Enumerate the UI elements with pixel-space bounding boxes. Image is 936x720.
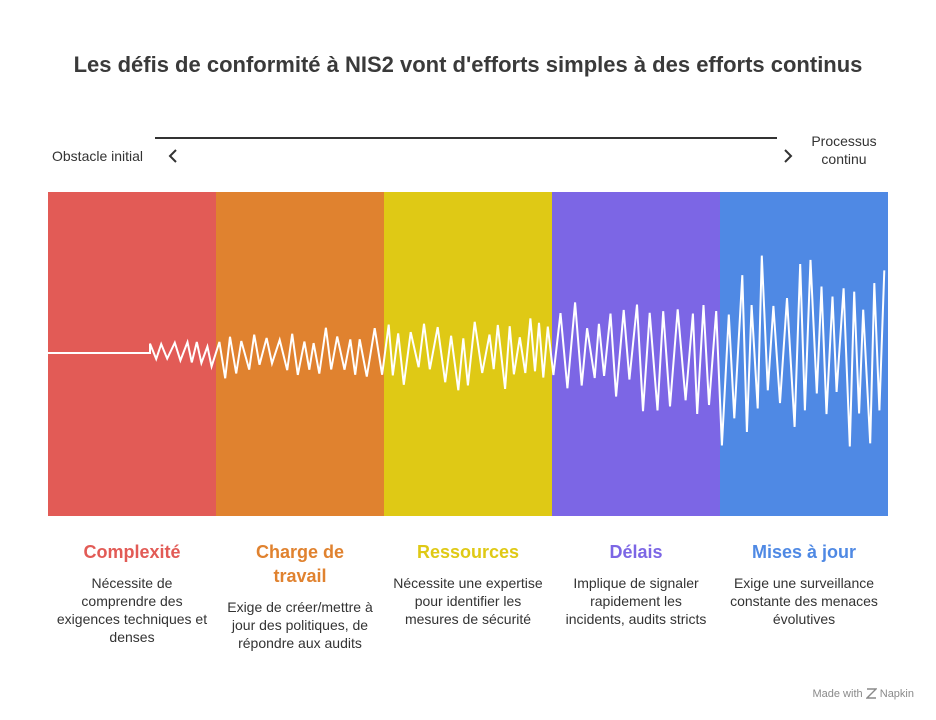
- stage-ressources: Ressources Nécessite une expertise pour …: [384, 540, 552, 628]
- stage-description: Nécessite de comprendre des exigences te…: [56, 575, 208, 645]
- axis-label-left: Obstacle initial: [52, 148, 144, 164]
- signal-waveform: [48, 255, 886, 447]
- stage-title: Ressources: [416, 542, 520, 562]
- progress-axis-line: [155, 137, 777, 139]
- stage-description: Exige une surveillance constante des men…: [730, 575, 878, 627]
- chevron-right-icon: [784, 149, 793, 163]
- stage-delais: Délais Implique de signaler rapidement l…: [552, 540, 720, 628]
- stage-title: Complexité: [83, 542, 181, 562]
- made-with-napkin[interactable]: Made with Napkin: [812, 688, 914, 700]
- made-with-label: Made with: [812, 688, 863, 700]
- stage-charge-de-travail: Charge de travail Exige de créer/mettre …: [216, 540, 384, 652]
- chevron-left-icon: [168, 149, 177, 163]
- napkin-logo-icon: [864, 688, 878, 699]
- stage-description: Nécessite une expertise pour identifier …: [393, 575, 543, 627]
- stage-mises-a-jour: Mises à jour Exige une surveillance cons…: [720, 540, 888, 628]
- stage-title: Délais: [609, 542, 663, 562]
- stage-complexite: Complexité Nécessite de comprendre des e…: [48, 540, 216, 646]
- band-ressources: [384, 192, 552, 516]
- stage-description: Implique de signaler rapidement les inci…: [565, 575, 707, 627]
- stage-description: Exige de créer/mettre à jour des politiq…: [227, 599, 373, 651]
- page-title: Les défis de conformité à NIS2 vont d'ef…: [73, 52, 863, 77]
- axis-label-right: Processus continu: [811, 133, 877, 167]
- stage-title: Charge de travail: [255, 542, 345, 586]
- napkin-brand: Napkin: [879, 688, 914, 700]
- stage-title: Mises à jour: [751, 542, 857, 562]
